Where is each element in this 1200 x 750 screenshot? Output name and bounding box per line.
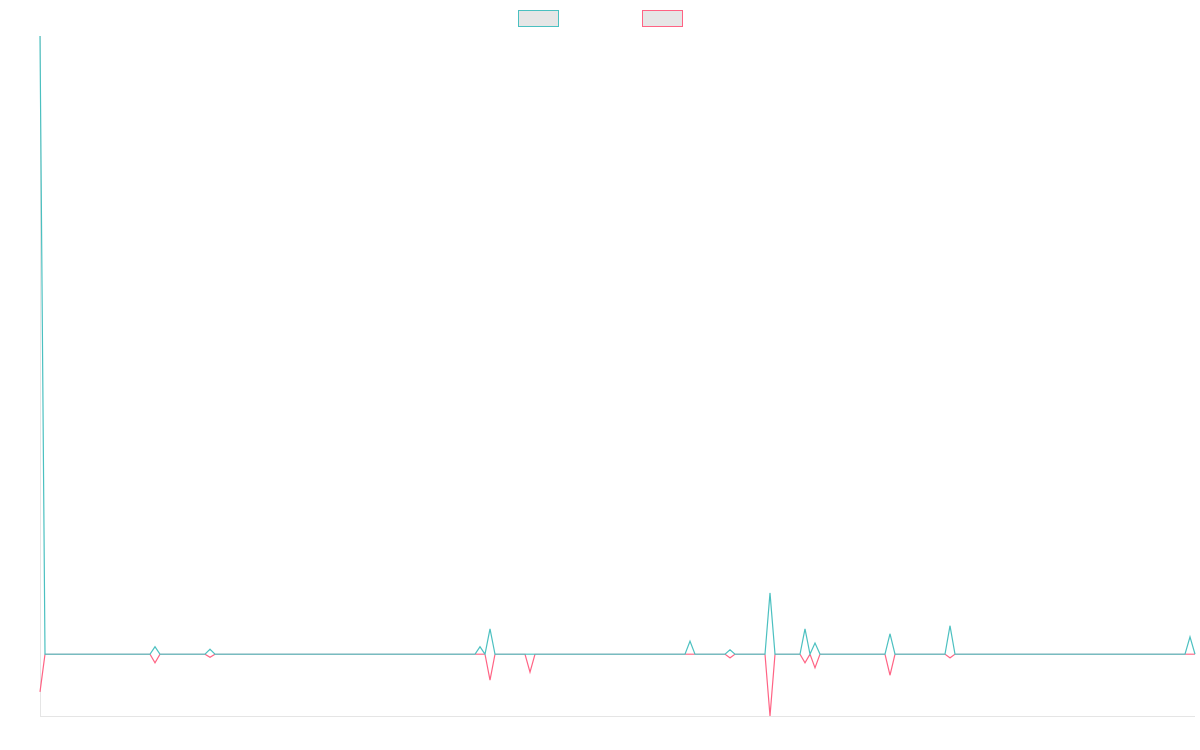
legend [518, 10, 683, 27]
legend-swatch [642, 10, 683, 27]
series-line [39, 652, 1195, 717]
plot [39, 35, 1196, 717]
legend-swatch [518, 10, 559, 27]
series-line [39, 35, 1196, 657]
